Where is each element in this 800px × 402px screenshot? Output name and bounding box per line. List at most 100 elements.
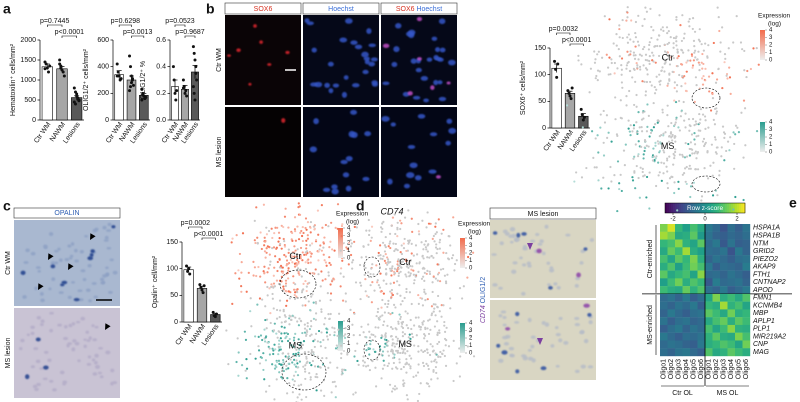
cell-point — [273, 322, 276, 325]
cell-point — [298, 348, 301, 351]
gene-label: PLP1 — [753, 326, 770, 333]
cell-point — [628, 89, 631, 93]
cell-point — [303, 350, 307, 354]
cell-point — [405, 260, 408, 263]
cell-point — [287, 226, 290, 229]
cell-point — [399, 219, 402, 222]
cell-point — [607, 66, 610, 69]
cell — [67, 244, 72, 248]
cell-point — [393, 353, 396, 356]
cell-point — [673, 99, 676, 102]
cell-point — [324, 346, 327, 349]
cell-point — [673, 81, 676, 84]
stain-label: SOX6 Hoechst — [396, 6, 442, 13]
y-axis-label: OLIG1/2⁺ cells/mm² — [83, 48, 90, 111]
heatmap-cell — [675, 340, 683, 349]
cell-point — [675, 18, 678, 21]
cell-point — [289, 318, 293, 321]
cell-point — [618, 27, 621, 31]
cell-point — [642, 157, 645, 160]
heatmap-cell — [727, 278, 736, 287]
cell-point — [685, 61, 688, 64]
cell-point — [367, 233, 371, 237]
cell — [387, 178, 393, 185]
cell-point — [609, 73, 612, 76]
cell-point — [698, 40, 702, 43]
cell-point — [455, 259, 458, 262]
gene-label: FTH1 — [753, 271, 771, 278]
heatmap-cell — [675, 317, 683, 326]
cell-point — [326, 335, 329, 338]
y-tick-label: 0.6 — [156, 37, 166, 44]
cell-point — [426, 327, 429, 330]
cell-point — [647, 114, 650, 117]
cell-point — [405, 371, 408, 374]
cell — [350, 109, 358, 115]
y-tick-label: 0.4 — [156, 64, 166, 71]
cell-point — [715, 78, 719, 81]
x-tick-label: Ctr WM — [33, 121, 52, 145]
cell-point — [282, 358, 285, 362]
cell-point — [677, 126, 680, 129]
cell-point — [620, 57, 624, 60]
heatmap-cell — [735, 247, 743, 256]
colorbar-segment — [675, 203, 678, 213]
column-group-label: Ctr OL — [672, 390, 693, 397]
data-point — [174, 98, 178, 102]
cell-point — [445, 326, 448, 329]
heatmap-cell — [727, 317, 736, 326]
data-point — [570, 86, 574, 90]
colorbar-segment — [673, 203, 676, 213]
cell-point — [377, 326, 380, 329]
cell-point — [647, 145, 650, 148]
cell-point — [404, 273, 407, 276]
heatmap-cell — [697, 332, 706, 341]
heatmap-cell — [660, 286, 668, 295]
cell-point — [319, 345, 323, 348]
cell — [70, 242, 75, 246]
cell-point — [442, 267, 445, 271]
colorbar-tick-label: -2 — [670, 217, 676, 223]
cell-point — [407, 262, 411, 265]
cell-point — [697, 50, 700, 53]
bar — [41, 66, 53, 121]
cell-point — [369, 239, 372, 242]
data-point — [569, 97, 573, 101]
cell-point — [374, 350, 377, 353]
cell-point — [642, 64, 645, 67]
heatmap-cell — [727, 247, 736, 256]
cell-point — [407, 271, 410, 274]
colorbar-segment — [683, 203, 686, 213]
cell — [80, 316, 86, 321]
cell — [88, 336, 92, 340]
gene-label: AKAP9 — [752, 264, 776, 271]
cell — [583, 247, 588, 251]
cell-point — [661, 108, 664, 111]
cell-point — [273, 398, 276, 401]
cell-point — [278, 339, 281, 342]
heatmap-cell — [727, 262, 736, 271]
heatmap-cell — [682, 286, 691, 295]
cell-point — [274, 364, 277, 367]
data-point — [48, 64, 52, 68]
cell-point — [433, 360, 436, 363]
cell-point — [263, 265, 266, 268]
cell-point — [436, 279, 439, 282]
cell-point — [263, 250, 267, 253]
cell-point — [595, 166, 598, 169]
row-label: Ctr WM — [216, 48, 223, 72]
cell-point — [618, 182, 621, 185]
cell-point — [374, 326, 377, 329]
cell — [544, 224, 549, 229]
cell-point — [601, 56, 604, 59]
cell-point — [675, 118, 678, 121]
cell-point — [714, 81, 718, 84]
cell-point — [632, 40, 635, 43]
cell-point — [679, 115, 682, 118]
cell-point — [641, 167, 644, 170]
cell — [491, 253, 497, 256]
cell-point — [334, 396, 337, 399]
cell-point — [436, 247, 439, 251]
cell-point — [420, 241, 423, 244]
cell-point — [349, 245, 352, 248]
